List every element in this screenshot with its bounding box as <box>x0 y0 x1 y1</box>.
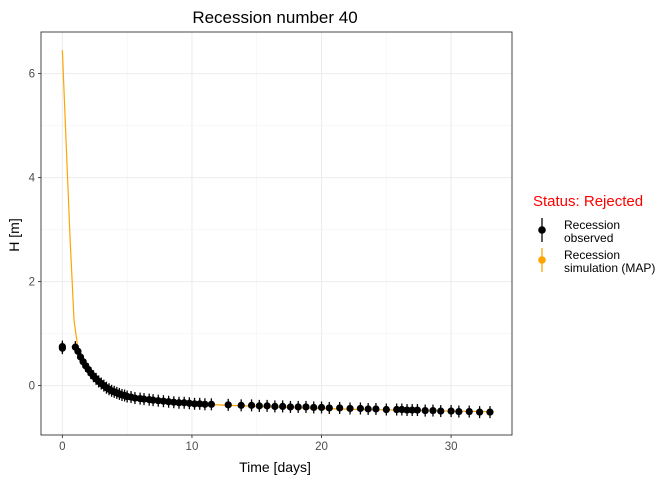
legend-label-simulation-line2: simulation (MAP) <box>564 261 655 275</box>
observed-point <box>58 344 66 352</box>
legend: Status: Rejected Recession observed Rece… <box>533 193 655 275</box>
observed-point <box>279 402 287 410</box>
observed-point <box>310 403 318 412</box>
panel-border <box>40 31 513 436</box>
observed-point <box>476 408 484 416</box>
observed-point <box>207 400 215 408</box>
observed-point <box>317 403 326 412</box>
legend-key-observed <box>538 218 546 242</box>
observed-point <box>408 406 416 414</box>
legend-label-simulation-line1: Recession <box>564 248 620 262</box>
plot-series <box>58 50 494 419</box>
x-tick-label: 20 <box>315 441 328 453</box>
observed-point <box>170 398 178 406</box>
observed-point <box>185 399 193 407</box>
observed-point <box>154 397 162 405</box>
observed-point <box>201 400 209 408</box>
observed-point <box>403 406 411 414</box>
grid <box>41 32 512 435</box>
observed-point <box>140 395 148 403</box>
y-tick-label: 2 <box>29 277 35 289</box>
observed-point <box>165 398 173 406</box>
x-tick-label: 0 <box>59 441 65 453</box>
x-axis-title: Time [days] <box>239 459 311 475</box>
observed-point <box>237 401 245 409</box>
x-tick-label: 30 <box>445 441 458 453</box>
legend-label-observed-line1: Recession <box>564 218 620 232</box>
simulation-line <box>61 50 490 413</box>
observed-point <box>382 405 390 414</box>
legend-key-simulation-dot <box>538 256 546 264</box>
observed-point <box>486 408 494 416</box>
y-tick-label: 6 <box>29 69 35 81</box>
observed-point <box>255 402 263 410</box>
observed-point <box>286 403 295 411</box>
observed-point <box>447 407 455 415</box>
chart-title: Recession number 40 <box>192 8 357 27</box>
observed-point <box>190 400 199 408</box>
observed-point <box>393 405 401 414</box>
x-tick-label: 10 <box>186 441 199 453</box>
observed-point <box>302 403 310 411</box>
legend-key-observed-dot <box>538 226 546 234</box>
observed-point <box>429 406 437 415</box>
observed-point <box>224 401 232 409</box>
observed-point <box>398 405 406 414</box>
legend-label-observed: Recession observed <box>564 218 623 245</box>
observed-point <box>175 399 183 407</box>
observed-point <box>263 402 271 410</box>
observed-point <box>455 408 463 416</box>
observed-point <box>372 405 380 413</box>
y-tick-label: 0 <box>29 381 35 393</box>
y-tick-label: 4 <box>29 173 36 185</box>
observed-point <box>131 394 139 402</box>
observed-point <box>247 401 256 409</box>
observed-point <box>196 400 204 408</box>
legend-key-simulation <box>538 248 546 272</box>
observed-point <box>180 399 188 407</box>
observed-point <box>413 406 422 414</box>
observed-point <box>437 407 445 415</box>
observed-point <box>149 396 157 404</box>
observed-point <box>356 404 364 413</box>
observed-point <box>325 404 333 412</box>
observed-point <box>465 408 473 416</box>
legend-label-simulation: Recession simulation (MAP) <box>564 248 655 275</box>
observed-point <box>421 406 429 415</box>
axis-ticks: 0 10 20 30 0 2 4 6 <box>29 69 458 453</box>
observed-point <box>159 397 168 405</box>
y-axis-title: H [m] <box>6 218 22 251</box>
observed-point <box>271 402 279 410</box>
observed-point <box>294 403 302 411</box>
observed-point <box>336 404 344 412</box>
legend-title: Status: Rejected <box>533 193 643 210</box>
observed-point <box>346 404 354 413</box>
legend-label-observed-line2: observed <box>564 231 613 245</box>
observed-point <box>74 347 82 355</box>
observed-point <box>364 405 372 413</box>
